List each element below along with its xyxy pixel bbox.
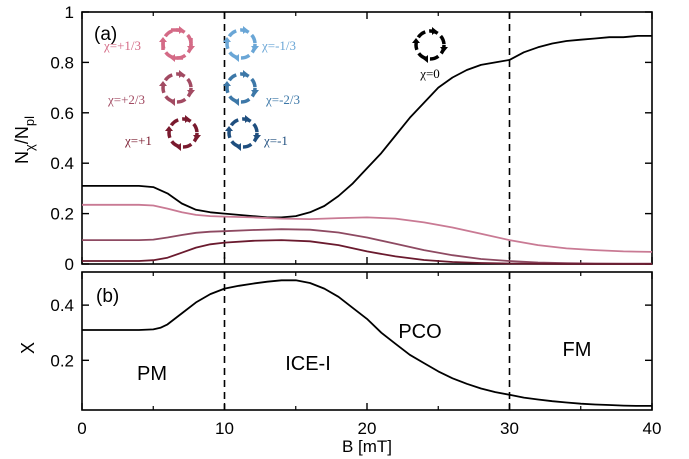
ring-icon-plus-1-3 <box>159 26 195 62</box>
ylabel-a-main: N <box>12 151 32 164</box>
y-tick-label-a-5: 1 <box>65 3 74 22</box>
y-tick-label-a-0: 0 <box>65 255 74 274</box>
legend-label-plus-1: χ=+1 <box>124 133 152 148</box>
ring-icon-minus-1 <box>225 115 261 151</box>
series-line-a-0 <box>82 35 652 219</box>
phase-label-ice-i: ICE-I <box>285 353 331 375</box>
panel-b-ticks: 0 10 20 30 40 0.2 0.4 <box>50 272 661 438</box>
panel-a-frame <box>81 11 653 265</box>
ring-icon-zero <box>412 27 448 63</box>
phase-label-fm: FM <box>563 339 592 361</box>
ring-icon-minus-2-3 <box>223 70 259 106</box>
x-tick-label-3: 30 <box>500 419 519 438</box>
legend-label-minus-2-3: χ=-2/3 <box>265 92 300 107</box>
y-axis-label-b: X <box>18 342 38 354</box>
x-tick-label-0: 0 <box>77 419 86 438</box>
series-line-a-3 <box>82 239 652 265</box>
legend-label-plus-1-3: χ=+1/3 <box>103 38 141 53</box>
legend: χ=+1/3 χ=-1/3 χ=+2/3 χ=-2/3 χ=+1 <box>103 26 448 151</box>
y-tick-label-b-0: 0.2 <box>50 351 74 370</box>
y-tick-label-a-1: 0.2 <box>50 205 74 224</box>
panel-a-series <box>82 35 653 265</box>
ring-icon-minus-1-3 <box>223 26 259 62</box>
ylabel-a-sub2: pl <box>22 116 37 126</box>
panel-a-label: (a) <box>94 24 117 45</box>
legend-label-minus-1: χ=-1 <box>263 133 288 148</box>
panel-b-label: (b) <box>96 286 119 307</box>
panel-b-series <box>82 279 652 407</box>
x-tick-label-1: 10 <box>215 419 234 438</box>
y-tick-label-a-4: 0.8 <box>50 53 74 72</box>
x-tick-label-2: 20 <box>358 419 377 438</box>
legend-label-plus-2-3: χ=+2/3 <box>107 92 145 107</box>
ylabel-a-sub: χ <box>22 144 37 151</box>
series-line-b-0 <box>82 279 652 407</box>
phase-label-pco: PCO <box>398 321 441 343</box>
vertical-dashed-lines <box>223 12 511 410</box>
x-axis-label: B [mT] <box>342 437 392 456</box>
ring-icon-plus-2-3 <box>159 70 195 106</box>
y-axis-label-a: Nχ/Npl <box>12 116 37 164</box>
phase-label-pm: PM <box>137 363 167 385</box>
y-tick-label-a-2: 0.4 <box>50 154 74 173</box>
legend-label-minus-1-3: χ=-1/3 <box>261 38 296 53</box>
y-tick-label-a-3: 0.6 <box>50 104 74 123</box>
y-tick-label-b-1: 0.4 <box>50 296 74 315</box>
legend-label-zero: χ=0 <box>419 66 440 81</box>
series-line-a-2 <box>82 228 652 265</box>
ring-icon-plus-1 <box>165 115 201 151</box>
panel-a-ticks: 0 0.2 0.4 0.6 0.8 1 <box>50 3 653 274</box>
series-line-a-1 <box>82 203 653 253</box>
ylabel-a-slash: /N <box>12 126 32 144</box>
x-tick-label-4: 40 <box>643 419 662 438</box>
